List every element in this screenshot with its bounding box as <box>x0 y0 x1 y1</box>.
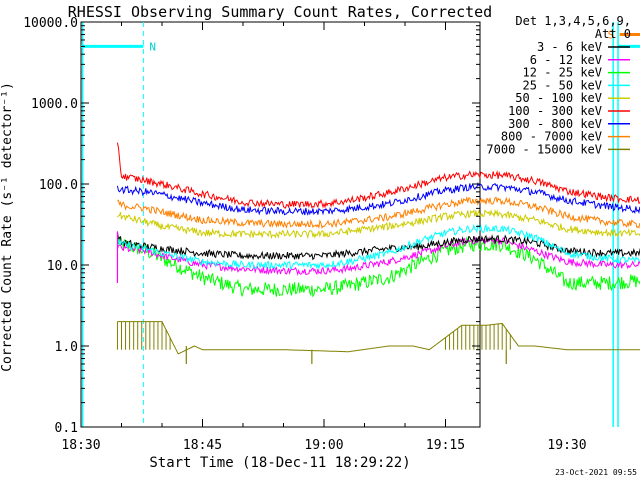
timestamp: 23-Oct-2021 09:55 <box>555 468 637 477</box>
y-tick-label: 10000.0 <box>23 16 78 31</box>
legend-label: 7000 - 15000 keV <box>486 142 602 156</box>
series-800-7000-keV <box>117 196 640 230</box>
series-line <box>117 321 640 355</box>
chart-title: RHESSI Observing Summary Count Rates, Co… <box>68 3 492 21</box>
legend-label: 100 - 300 keV <box>508 104 602 118</box>
x-tick-label: 18:45 <box>183 438 222 453</box>
series-line <box>116 182 640 216</box>
x-tick-label: 18:30 <box>61 438 100 453</box>
x-tick-label: 19:00 <box>304 438 343 453</box>
series-3-6-keV <box>116 231 640 261</box>
legend-label: 50 - 100 keV <box>515 91 602 105</box>
legend-label: 6 - 12 keV <box>530 53 602 67</box>
series-50-100-keV <box>117 208 640 240</box>
x-tick-label: 19:15 <box>426 438 465 453</box>
ticks-layer: 0.1 1.0 10.0 100.0 1000.0 10000.0 18:30 18:45 19… <box>23 16 586 453</box>
series-line <box>116 236 640 298</box>
series-line <box>116 236 640 276</box>
series-25-50-keV <box>116 223 640 270</box>
y-axis-label: Corrected Count Rate (s⁻¹ detector⁻¹) <box>0 82 15 372</box>
series-line <box>116 223 640 270</box>
series-layer <box>116 142 640 364</box>
legend-header-line: Det 1,3,4,5,6,9, <box>515 14 631 28</box>
y-tick-label: 100.0 <box>39 178 78 193</box>
series-7000-15000-keV <box>116 321 640 355</box>
saa-label: S <box>608 29 615 42</box>
legend-label: 300 - 800 keV <box>508 117 602 131</box>
plot-area: 0.1 1.0 10.0 100.0 1000.0 10000.0 18:30 18:45 19… <box>23 16 640 453</box>
x-axis-label: Start Time (18-Dec-11 18:29:22) <box>149 455 410 471</box>
y-tick-label: 1.0 <box>55 340 78 355</box>
series-100-300-keV <box>116 142 640 209</box>
legend-label: 3 - 6 keV <box>537 40 602 54</box>
y-tick-label: 1000.0 <box>31 97 78 112</box>
series-6-12-keV <box>116 236 640 276</box>
series-line <box>116 142 640 209</box>
series-12-25-keV <box>116 236 640 298</box>
series-line <box>117 196 640 230</box>
y-tick-label: 10.0 <box>47 259 78 274</box>
series-300-800-keV <box>116 182 640 216</box>
legend-label: 800 - 7000 keV <box>501 130 602 144</box>
plot-frame <box>80 21 481 428</box>
series-line <box>117 208 640 240</box>
legend-header-line: Att 0 <box>595 27 631 41</box>
legend-label: 25 - 50 keV <box>523 78 602 92</box>
y-tick-label: 0.1 <box>55 421 78 436</box>
night-label: N <box>149 40 156 53</box>
series-line <box>116 231 640 261</box>
legend-label: 12 - 25 keV <box>523 66 602 80</box>
x-tick-label: 19:30 <box>547 438 586 453</box>
annotations <box>81 22 640 427</box>
